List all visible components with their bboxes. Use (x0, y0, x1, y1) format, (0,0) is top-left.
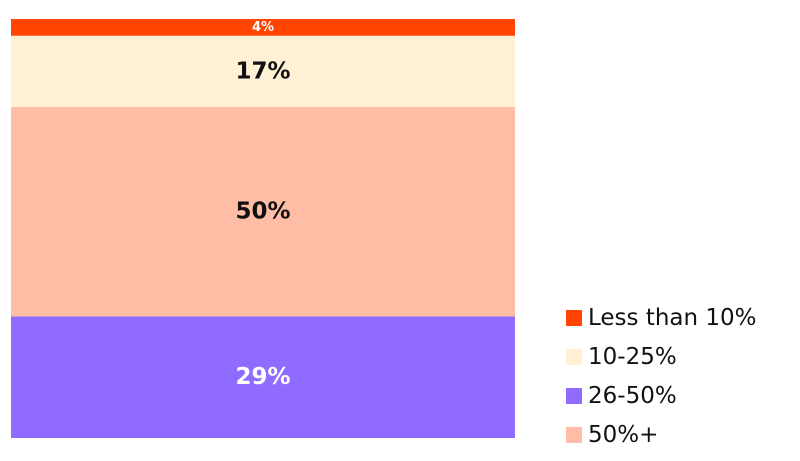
bar-segment (11, 35, 515, 107)
bar-segment (11, 106, 515, 317)
value-label: 17% (235, 58, 290, 84)
value-label: 4% (252, 20, 274, 35)
legend-label: 50%+ (588, 422, 658, 448)
legend-swatch (566, 310, 582, 326)
bar-segment (11, 316, 515, 438)
legend-swatch (566, 427, 582, 443)
legend-label: 26-50% (588, 383, 677, 409)
legend-swatch (566, 388, 582, 404)
legend-label: Less than 10% (588, 305, 757, 331)
legend-swatch (566, 349, 582, 365)
bar-segment (11, 19, 515, 36)
value-label: 50% (235, 199, 290, 225)
value-label: 29% (235, 364, 290, 390)
legend-label: 10-25% (588, 344, 677, 370)
